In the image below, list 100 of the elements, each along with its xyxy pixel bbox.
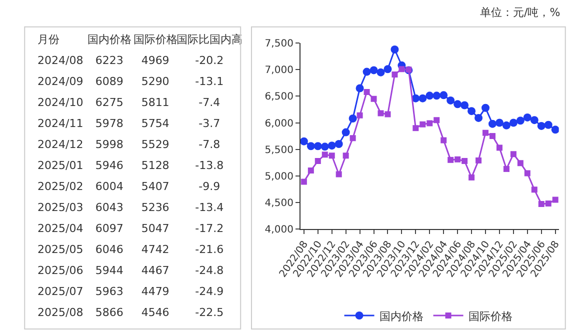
point xyxy=(482,104,490,112)
data-label: 5754 xyxy=(141,117,170,130)
data-label: -3.7 xyxy=(198,117,220,130)
data-label: 5047 xyxy=(141,222,170,236)
point xyxy=(523,113,532,122)
point xyxy=(482,130,489,136)
point xyxy=(516,116,524,125)
point xyxy=(503,166,510,172)
data-label: 5946 xyxy=(95,159,124,172)
point xyxy=(398,66,405,72)
point xyxy=(322,152,328,158)
point xyxy=(364,88,370,95)
point xyxy=(551,126,559,134)
data-label: 5998 xyxy=(95,138,124,152)
category-label: 2024/10 xyxy=(38,96,84,110)
data-label: 5978 xyxy=(95,117,124,130)
data-label: -9.9 xyxy=(198,180,220,194)
data-label: -13.4 xyxy=(195,201,224,214)
point xyxy=(544,120,552,129)
category-label: 2025/05 xyxy=(38,243,84,256)
data-label: -7.8 xyxy=(198,138,220,152)
text: 月份 xyxy=(38,33,60,46)
point xyxy=(334,140,343,148)
point xyxy=(537,122,546,130)
data-label: 5866 xyxy=(95,306,124,320)
data-label: -24.9 xyxy=(195,285,224,298)
category-label: 2025/08 xyxy=(38,306,84,320)
point xyxy=(342,128,350,136)
data-label: 6046 xyxy=(95,243,124,256)
point xyxy=(545,200,552,206)
point xyxy=(328,152,335,159)
data-label: 6004 xyxy=(95,180,124,194)
data-label: 6275 xyxy=(95,96,124,110)
point xyxy=(426,92,434,100)
point xyxy=(306,142,315,150)
data-label: 5529 xyxy=(141,138,170,152)
data-label: 6097 xyxy=(95,222,124,236)
point xyxy=(314,142,322,150)
y-tick-label: 7,000 xyxy=(264,65,294,76)
data-label: 5236 xyxy=(141,201,170,214)
point xyxy=(530,116,538,124)
point xyxy=(495,118,504,127)
point xyxy=(348,114,357,123)
data-label: -13.1 xyxy=(195,75,224,88)
point xyxy=(336,171,342,178)
data-label: 4467 xyxy=(141,264,170,278)
point xyxy=(342,152,349,159)
point xyxy=(376,68,385,76)
point xyxy=(300,178,307,185)
point xyxy=(440,137,447,144)
category-label: 2025/07 xyxy=(38,285,84,298)
text: 国际价格 xyxy=(133,33,178,46)
point xyxy=(538,200,544,207)
point xyxy=(474,114,483,122)
category-label: 2025/01 xyxy=(38,159,84,172)
point xyxy=(496,144,502,151)
point xyxy=(300,137,308,146)
point xyxy=(489,133,496,140)
data-label: 5963 xyxy=(95,285,124,298)
data-label: 4969 xyxy=(141,54,170,68)
point xyxy=(446,96,455,104)
point xyxy=(328,142,336,150)
data-label: 5128 xyxy=(141,159,170,172)
point xyxy=(426,120,433,126)
data-label: 6223 xyxy=(95,54,124,68)
y-tick-label: 5,000 xyxy=(264,171,294,182)
point xyxy=(314,158,321,164)
legend-label: 国际价格 xyxy=(468,310,512,323)
point xyxy=(517,160,524,166)
data-label: 4479 xyxy=(141,285,170,298)
point xyxy=(378,110,384,116)
point xyxy=(476,157,482,164)
point xyxy=(448,156,454,163)
point xyxy=(468,174,475,180)
data-label: 4546 xyxy=(141,306,170,320)
point xyxy=(552,196,558,203)
point xyxy=(502,121,510,130)
category-label: 2024/12 xyxy=(38,138,84,152)
point xyxy=(510,151,516,158)
data-label: 4742 xyxy=(141,243,170,256)
y-tick-label: 5,500 xyxy=(264,144,294,156)
point xyxy=(531,186,538,193)
y-tick-label: 6,500 xyxy=(264,92,294,103)
point xyxy=(440,91,448,100)
category-label: 2024/09 xyxy=(38,75,84,88)
point xyxy=(384,111,391,118)
point xyxy=(350,135,356,142)
text: 国内价格 xyxy=(87,33,132,46)
data-label: 6089 xyxy=(95,75,124,88)
point xyxy=(392,71,398,78)
point xyxy=(454,156,461,162)
y-tick-label: 4,000 xyxy=(264,224,294,236)
data-label: -21.6 xyxy=(195,243,224,256)
category-label: 2025/04 xyxy=(38,222,84,236)
point xyxy=(390,45,399,54)
data-label: 6043 xyxy=(95,201,124,214)
point xyxy=(320,142,329,151)
point xyxy=(412,125,419,132)
point xyxy=(462,158,468,164)
point xyxy=(454,100,462,108)
